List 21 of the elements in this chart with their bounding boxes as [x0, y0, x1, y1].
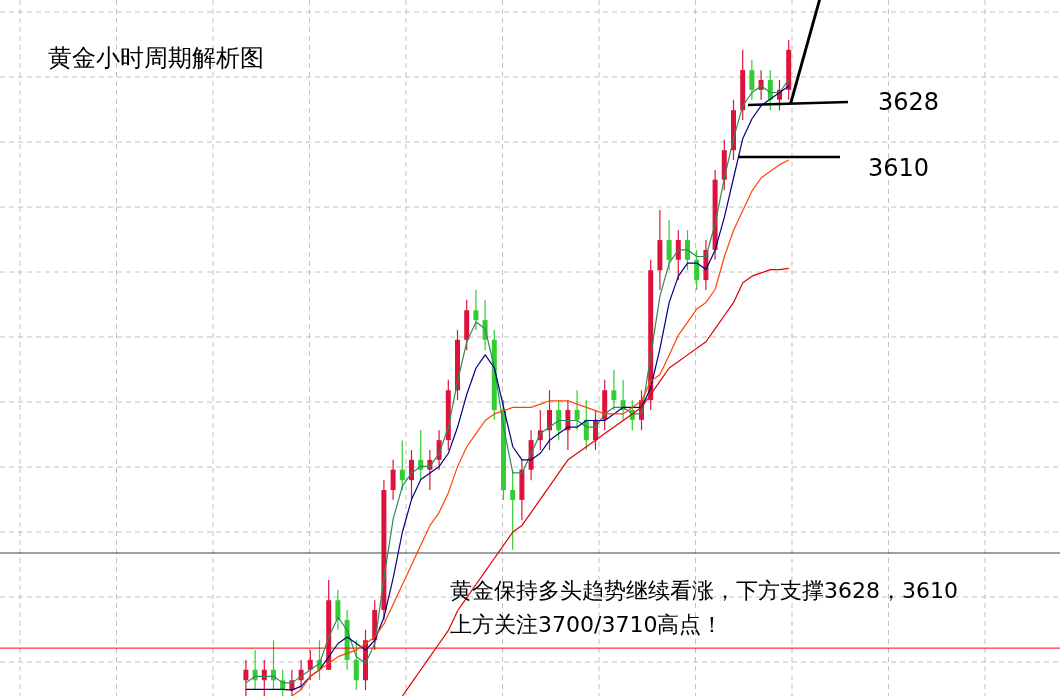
candlestick — [749, 59, 755, 101]
annotation: 上方关注3700/3710高点！ — [450, 611, 725, 639]
candlestick — [399, 439, 405, 491]
text: 3610 — [868, 154, 930, 182]
candlestick — [574, 389, 580, 431]
text: 3628 — [878, 88, 940, 116]
candlestick — [473, 289, 479, 331]
candlestick — [666, 219, 672, 271]
candlestick — [243, 659, 249, 696]
candlestick — [547, 389, 552, 451]
candlestick — [390, 459, 396, 501]
candlestick — [685, 229, 690, 271]
candlestick — [611, 369, 617, 411]
annotation: 黄金保持多头趋势继续看涨，下方支撑3628，3610 — [450, 577, 958, 605]
candlestick — [418, 429, 424, 481]
candlestick — [335, 589, 341, 631]
candlestick — [556, 399, 562, 441]
candlestick — [307, 649, 313, 681]
candlestick — [353, 639, 359, 691]
candlestick — [675, 229, 681, 281]
chart-title: 黄金小时周期解析图 — [48, 43, 264, 74]
